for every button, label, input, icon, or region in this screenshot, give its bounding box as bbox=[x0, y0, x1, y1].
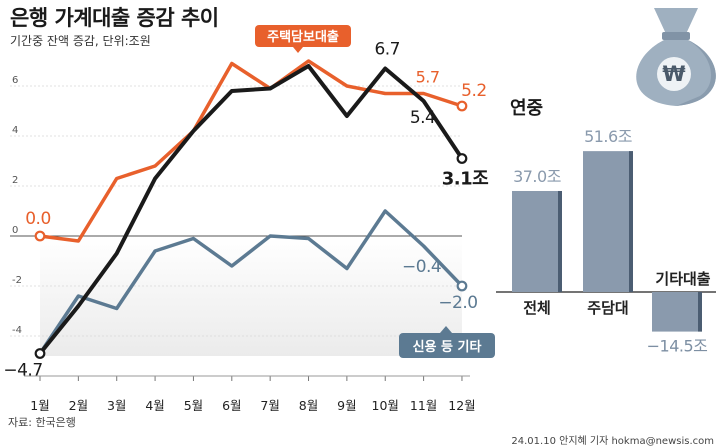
y-tick-label: 2 bbox=[12, 175, 18, 186]
bar-value-label: −14.5조 bbox=[647, 337, 708, 356]
unit-subtitle: 기간중 잔액 증감, 단위:조원 bbox=[10, 34, 151, 48]
data-point-credit bbox=[456, 280, 468, 292]
data-label: 3.1조 bbox=[442, 169, 488, 190]
x-tick-label: 5월 bbox=[184, 398, 203, 413]
legend-tag-credit-pointer bbox=[440, 326, 452, 333]
data-point-total bbox=[456, 153, 468, 164]
won-money-bag-icon: ₩ bbox=[636, 8, 716, 106]
x-tick-label: 8월 bbox=[299, 398, 318, 413]
bar-value-label: 37.0조 bbox=[513, 167, 561, 186]
y-tick-label: 4 bbox=[12, 125, 18, 136]
bar-category-label: 전체 bbox=[523, 299, 551, 317]
bag-neck bbox=[654, 8, 698, 34]
bag-shade bbox=[676, 40, 716, 106]
x-tick-label: 11월 bbox=[410, 398, 437, 413]
x-tick-label: 6월 bbox=[222, 398, 241, 413]
data-label: 5.7 bbox=[416, 68, 440, 87]
legend-tag-mortgage: 주택담보대출 bbox=[267, 29, 339, 45]
bar-category-label: 주담대 bbox=[587, 299, 628, 317]
legend-tag-credit: 신용 등 기타 bbox=[413, 339, 482, 355]
bar-value-label: 51.6조 bbox=[584, 127, 632, 146]
x-tick-label: 7월 bbox=[260, 398, 279, 413]
data-label: −0.4 bbox=[402, 257, 441, 277]
data-point-mortgage bbox=[456, 100, 468, 112]
won-symbol: ₩ bbox=[662, 62, 685, 86]
data-label: −2.0 bbox=[438, 293, 477, 313]
x-tick-label: 12월 bbox=[448, 398, 475, 413]
data-label: 0.0 bbox=[25, 209, 51, 229]
source-note: 자료: 한국은행 bbox=[8, 416, 76, 429]
credit-note: 24.01.10 안지혜 기자 hokma@newsis.com bbox=[511, 436, 714, 447]
bar-2 bbox=[652, 292, 702, 332]
x-tick-label: 9월 bbox=[337, 398, 356, 413]
series-line-credit bbox=[38, 209, 464, 355]
y-tick-label: 6 bbox=[12, 75, 18, 86]
data-label: 6.7 bbox=[374, 40, 400, 60]
legend-tag-mortgage-pointer bbox=[293, 47, 303, 53]
y-tick-label: -4 bbox=[12, 325, 22, 336]
series-line-mortgage bbox=[39, 59, 463, 243]
bar-1 bbox=[583, 151, 633, 292]
bar-side-2 bbox=[698, 292, 702, 332]
data-label: 5.4 bbox=[410, 108, 436, 128]
bar-0 bbox=[512, 190, 562, 292]
series-line-total bbox=[38, 64, 464, 355]
bar-side-0 bbox=[558, 190, 562, 292]
data-label: −4.7 bbox=[3, 361, 42, 381]
plot-shade bbox=[40, 236, 462, 356]
bar-side-1 bbox=[629, 151, 633, 292]
won-coin bbox=[657, 57, 691, 91]
y-tick-label: -2 bbox=[12, 275, 22, 286]
data-point-mortgage bbox=[34, 230, 46, 242]
y-tick-label: 0 bbox=[12, 225, 18, 236]
x-tick-label: 3월 bbox=[107, 398, 126, 413]
bar-category-label: 기타대출 bbox=[655, 270, 710, 288]
legend-tag-credit-box bbox=[399, 333, 495, 358]
x-tick-label: 10월 bbox=[372, 398, 399, 413]
bag-tie bbox=[662, 32, 690, 40]
bar-chart-title: 연중 bbox=[510, 98, 543, 119]
x-tick-label: 1월 bbox=[30, 398, 49, 413]
data-point-total bbox=[34, 348, 46, 359]
x-tick-label: 4월 bbox=[145, 398, 164, 413]
legend-tag-mortgage-box bbox=[255, 25, 351, 47]
data-label: 5.2 bbox=[461, 81, 487, 101]
x-tick-label: 2월 bbox=[69, 398, 88, 413]
page-title: 은행 가계대출 증감 추이 bbox=[10, 6, 219, 30]
